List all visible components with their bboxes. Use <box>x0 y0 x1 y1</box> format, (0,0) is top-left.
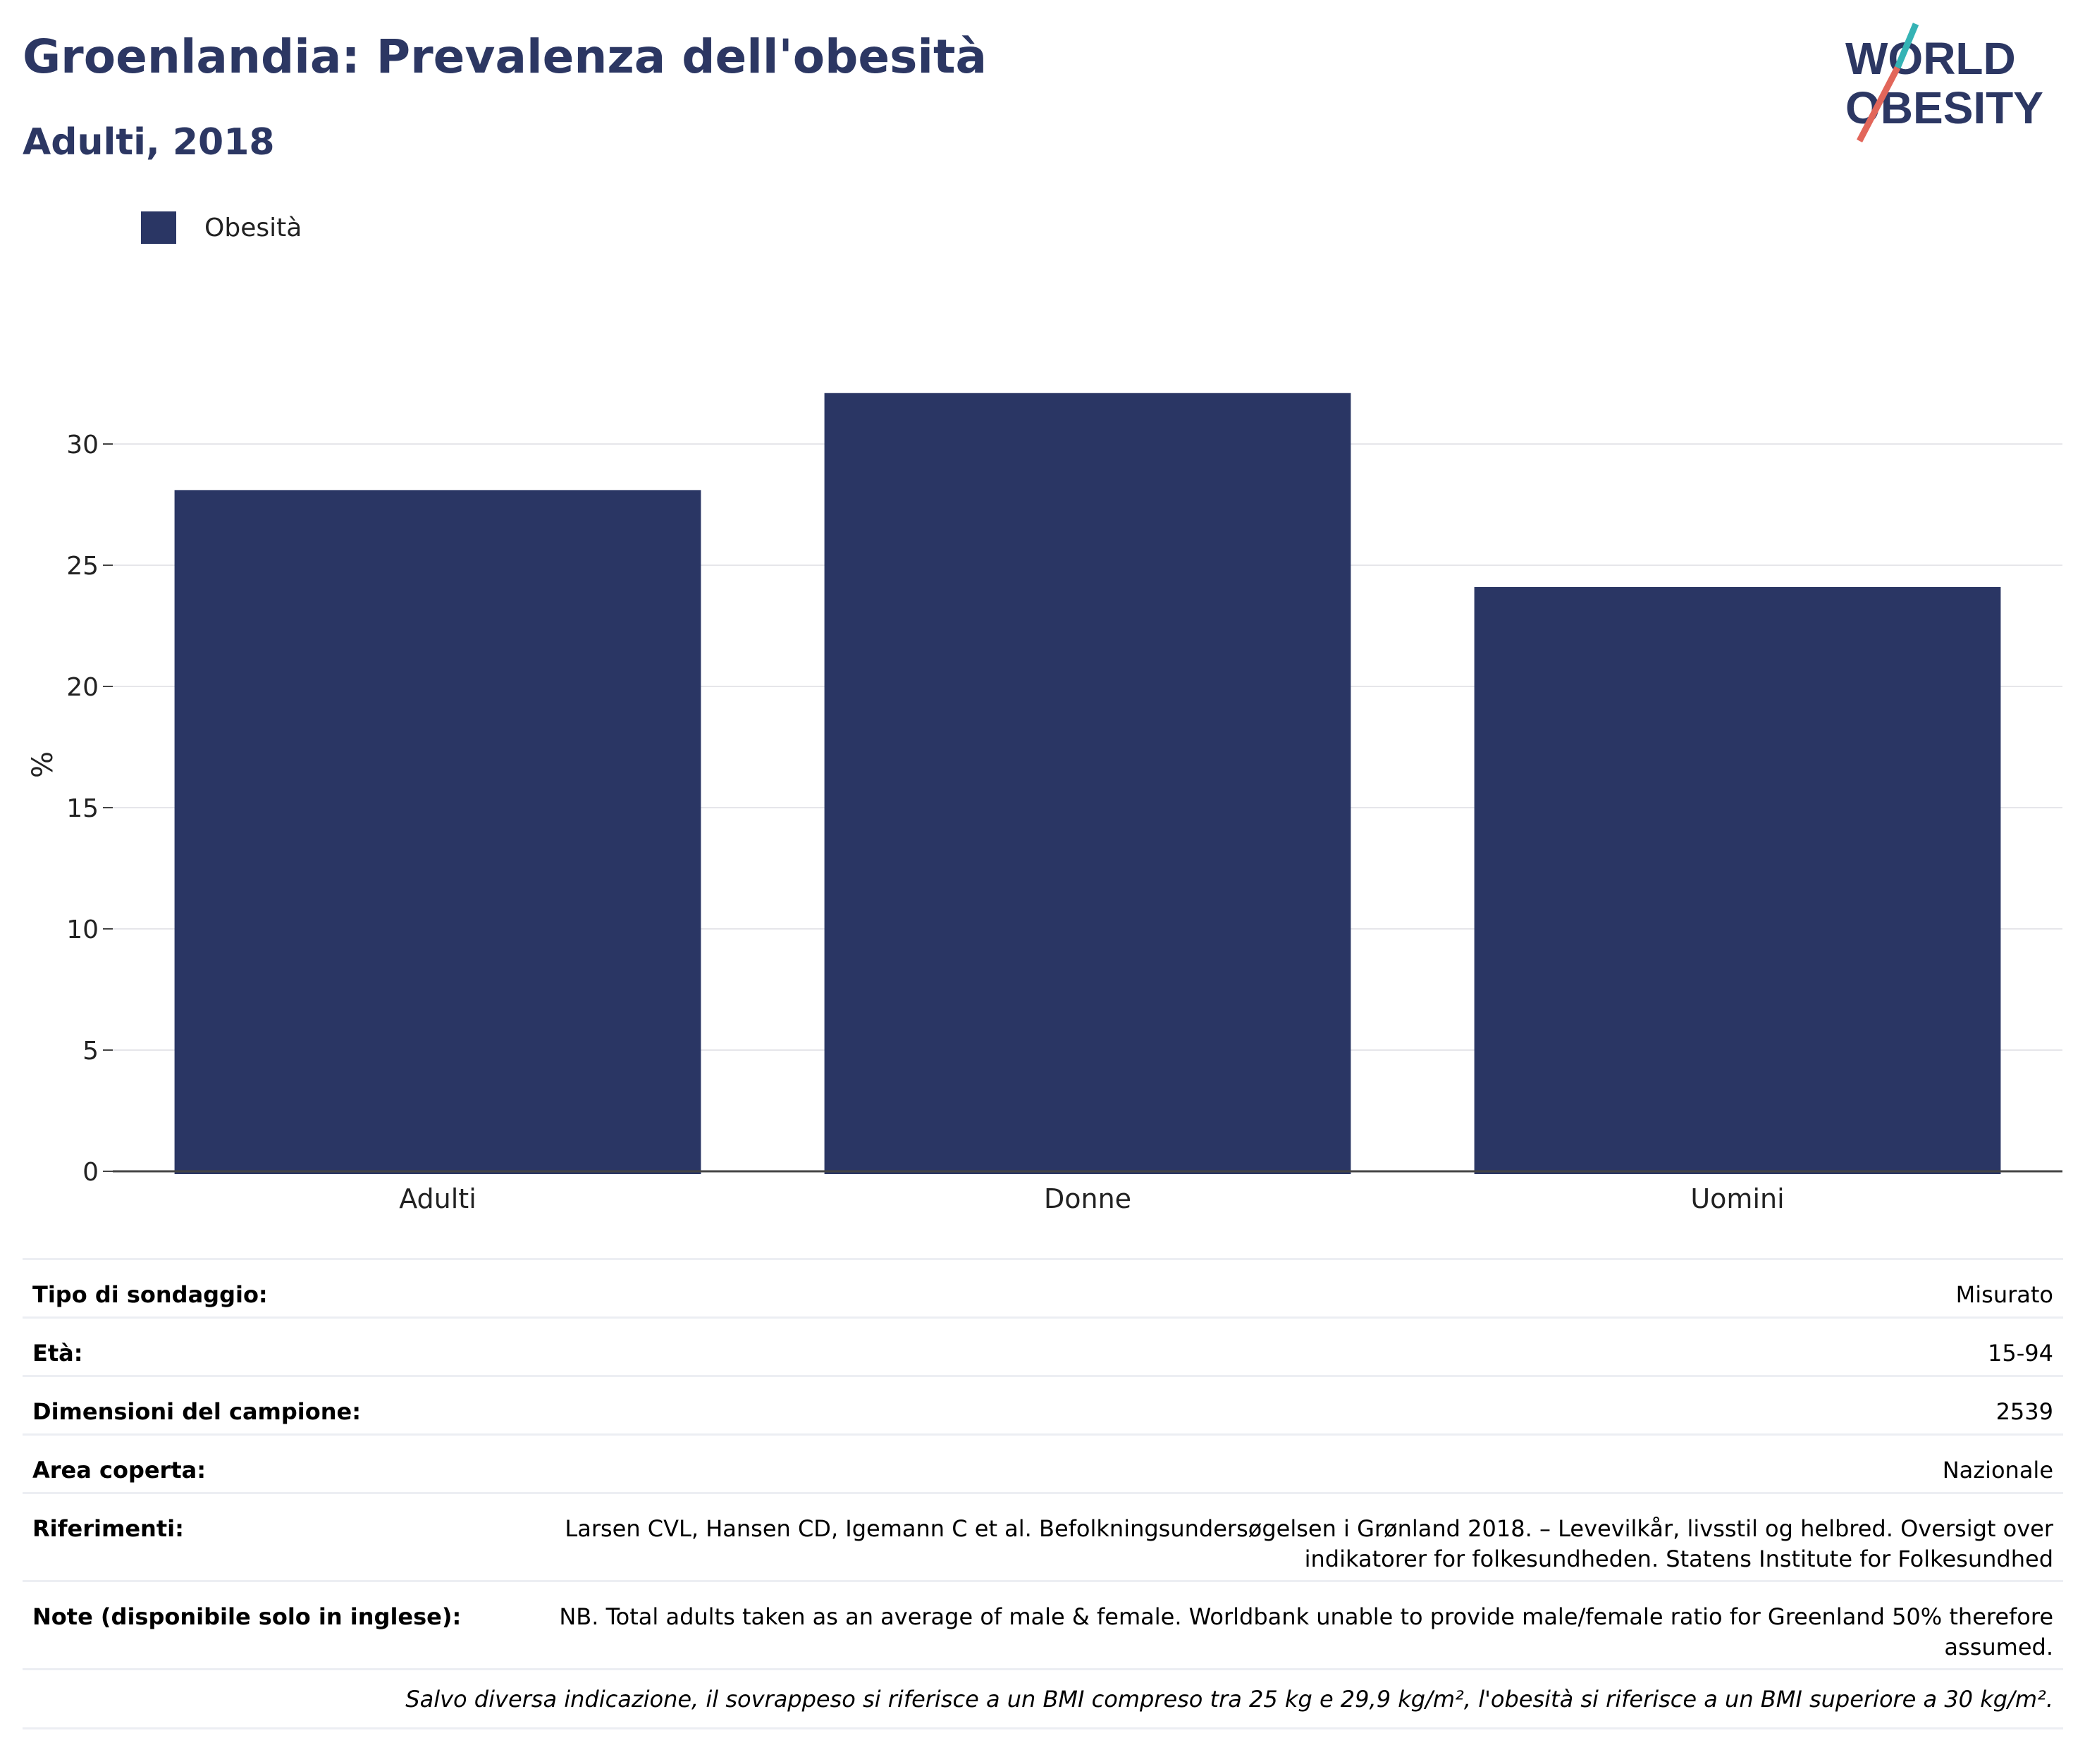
logo-teal-slash <box>1894 23 1919 69</box>
chart-title: Groenlandia: Prevalenza dell'obesità <box>23 30 988 84</box>
bar-chart: 0 5 10 15 20 25 30% Adulti Donne Uomini <box>27 393 2062 1214</box>
logo-line1: WORLD <box>1845 33 2016 84</box>
chart-subtitle: Adulti, 2018 <box>23 121 275 164</box>
x-tick-label: Adulti <box>399 1183 476 1214</box>
info-row: Note (disponibile solo in inglese): NB. T… <box>23 1580 2063 1670</box>
y-tick-label: 10 <box>66 915 99 944</box>
bar-adulti <box>174 490 701 1174</box>
survey-info-table: Tipo di sondaggio: Misurato Età: 15-94 Dimen… <box>23 1258 2063 1729</box>
info-key: Riferimenti: <box>23 1492 536 1581</box>
info-row: Dimensioni del campione: 2539 <box>23 1375 2063 1435</box>
info-key: Area coperta: <box>23 1433 536 1493</box>
info-value: Larsen CVL, Hansen CD, Igemann C et al. … <box>536 1492 2063 1581</box>
x-tick-label: Donne <box>1044 1183 1131 1214</box>
legend: Obesità <box>141 211 302 244</box>
info-key: Tipo di sondaggio: <box>23 1258 536 1318</box>
info-key: Età: <box>23 1316 536 1376</box>
world-obesity-logo: WORLD OBESITY <box>1845 23 2043 143</box>
logo-coral-slash <box>1857 66 1900 143</box>
bar-uomini <box>1474 586 2001 1174</box>
info-row: Tipo di sondaggio: Misurato <box>23 1258 2063 1318</box>
footnote-row: Salvo diversa indicazione, il sovrappeso… <box>23 1668 2063 1729</box>
info-key: Note (disponibile solo in inglese): <box>23 1580 536 1670</box>
info-row: Età: 15-94 <box>23 1316 2063 1376</box>
info-row: Area coperta: Nazionale <box>23 1433 2063 1493</box>
y-tick-label: 20 <box>66 673 99 702</box>
y-tick-label: 15 <box>66 794 99 823</box>
y-tick-label: 0 <box>82 1158 99 1187</box>
legend-swatch-obesita <box>141 211 176 244</box>
info-value: 15-94 <box>536 1316 2063 1376</box>
y-tick-label: 5 <box>82 1037 99 1066</box>
info-row: Riferimenti: Larsen CVL, Hansen CD, Igema… <box>23 1492 2063 1581</box>
info-value: 2539 <box>536 1375 2063 1435</box>
legend-label-obesita: Obesità <box>204 213 302 242</box>
y-axis-label: % <box>27 751 59 778</box>
info-value: Misurato <box>536 1258 2063 1318</box>
y-tick-label: 25 <box>66 552 99 581</box>
y-tick-label: 30 <box>66 431 99 459</box>
bmi-footnote: Salvo diversa indicazione, il sovrappeso… <box>23 1668 2063 1729</box>
info-value: Nazionale <box>536 1433 2063 1493</box>
bar-donne <box>824 393 1351 1174</box>
info-key: Dimensioni del campione: <box>23 1375 536 1435</box>
x-tick-label: Uomini <box>1690 1183 1784 1214</box>
info-value: NB. Total adults taken as an average of … <box>536 1580 2063 1670</box>
